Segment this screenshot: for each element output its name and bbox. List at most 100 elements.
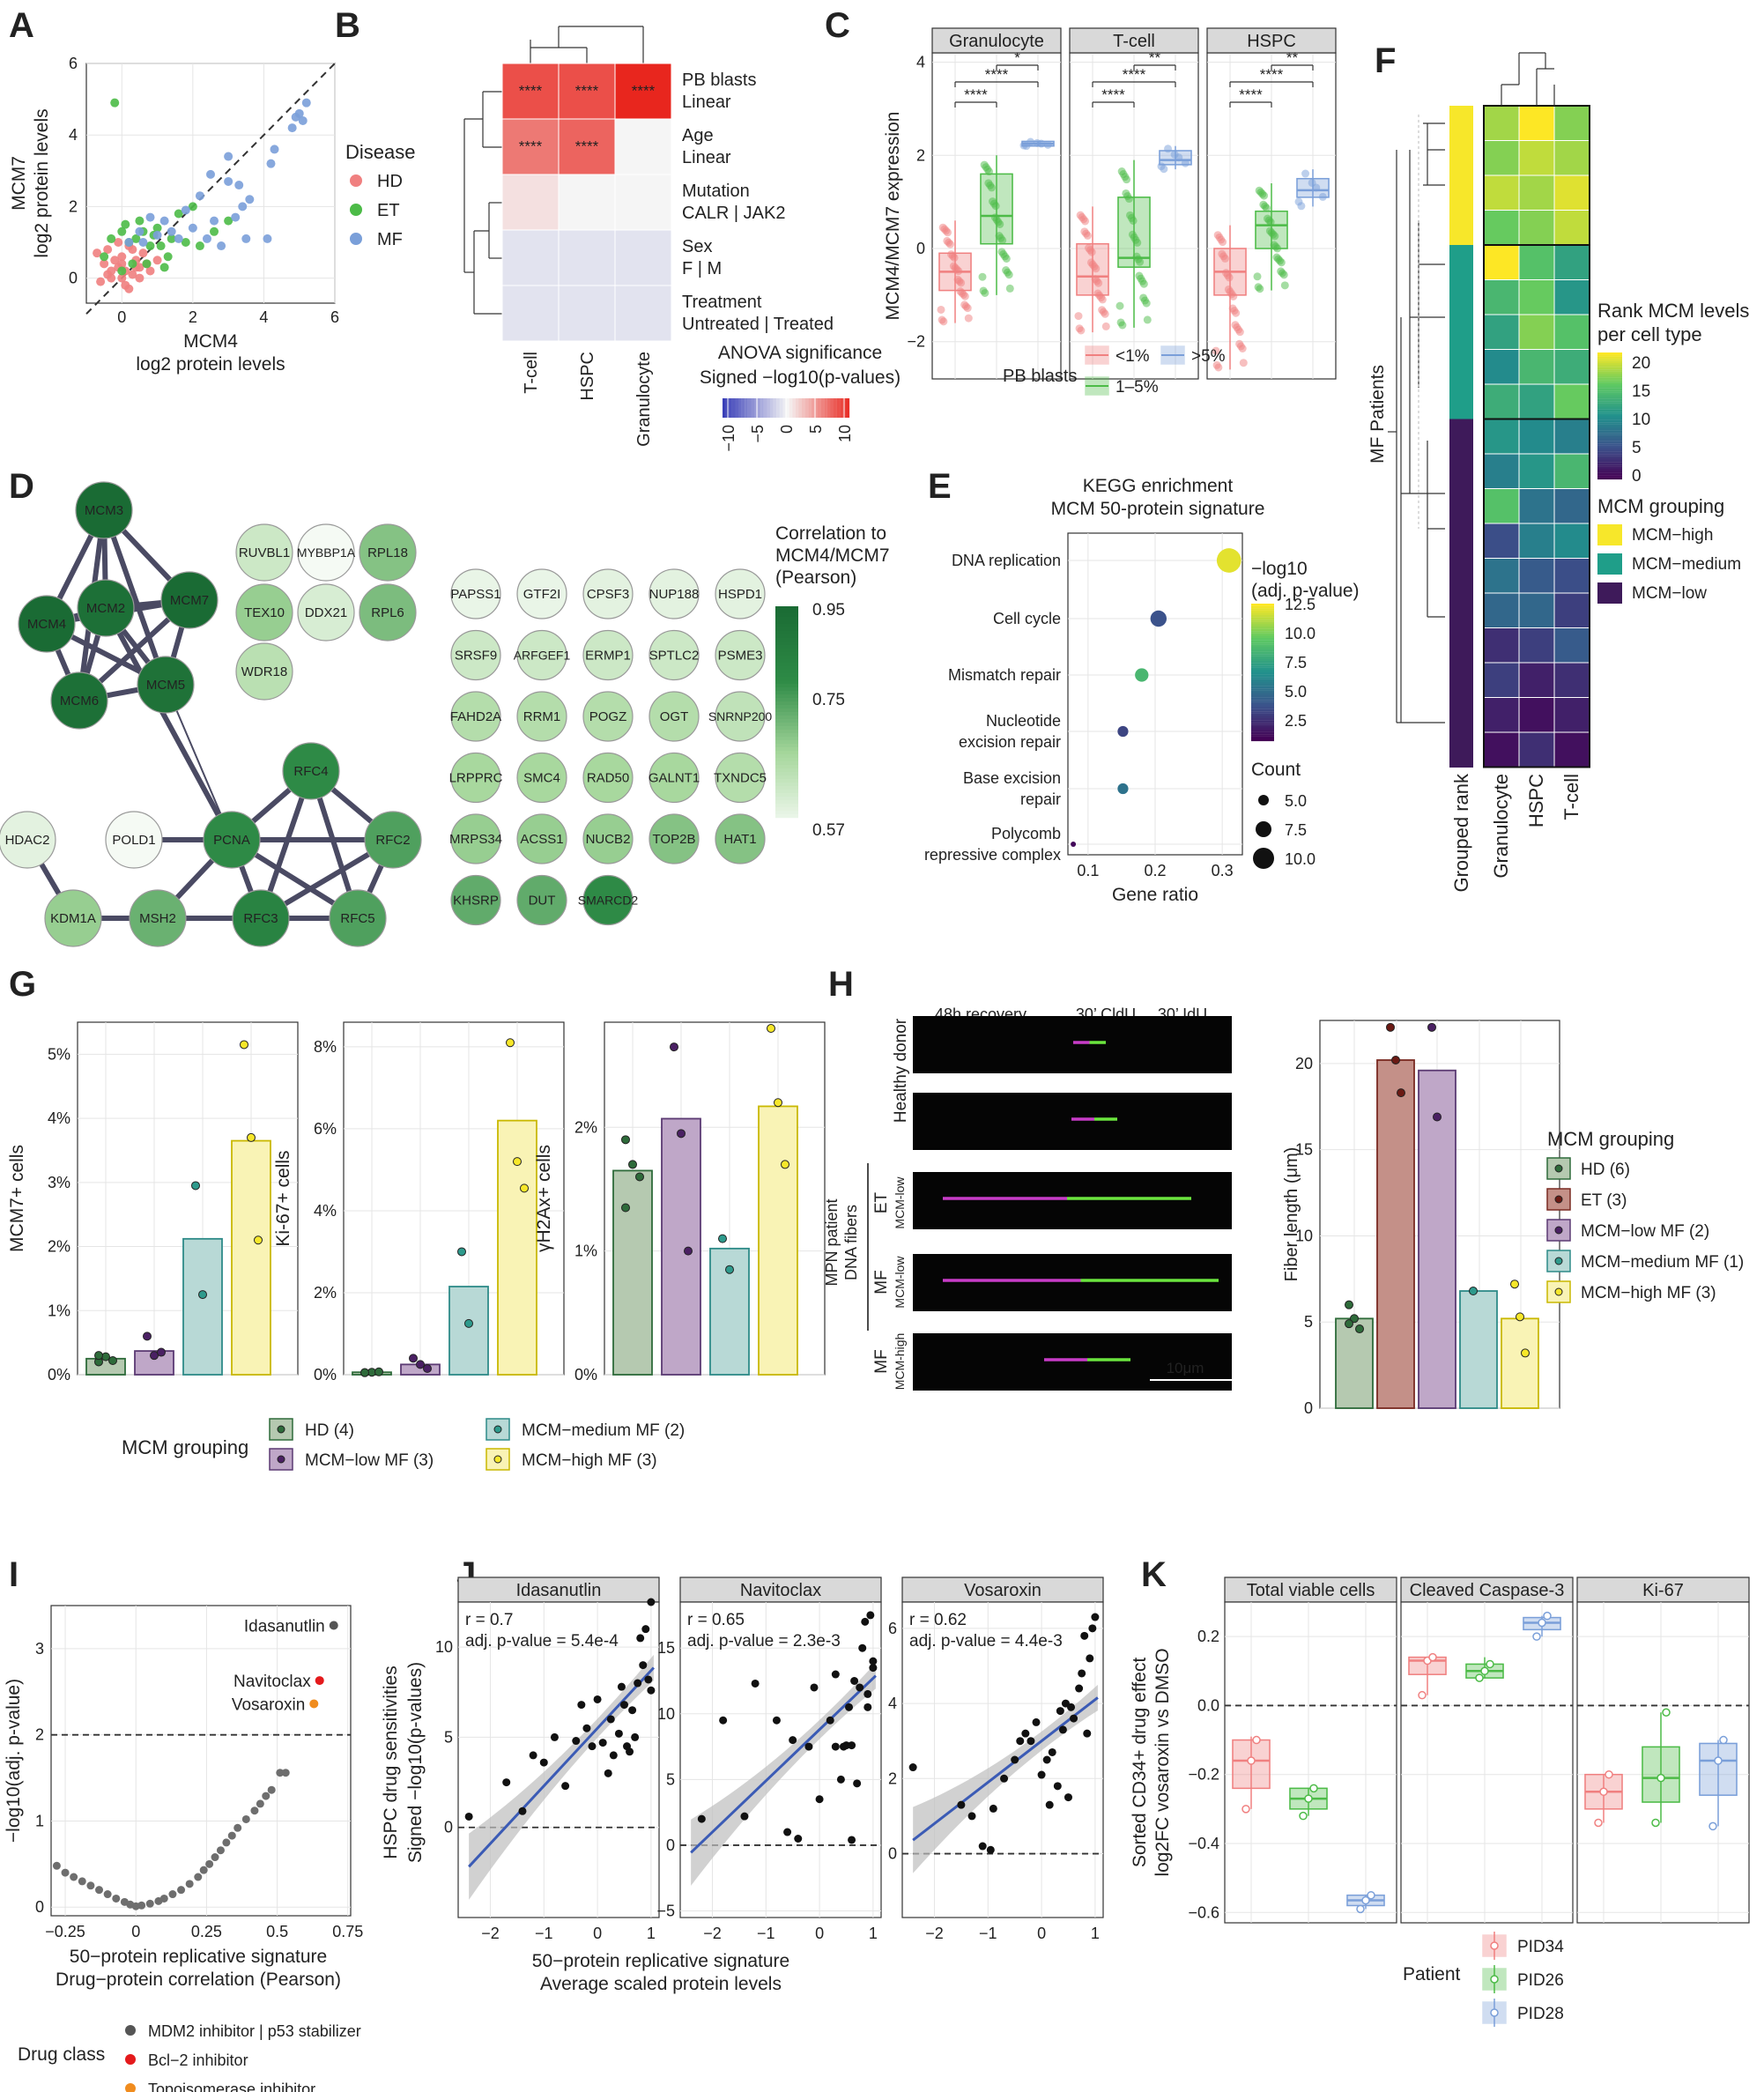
colorbar-segment xyxy=(1251,713,1274,716)
network-node-label: HDAC2 xyxy=(5,833,50,848)
chart-subtitle: MCM 50-protein signature xyxy=(1051,499,1265,519)
rank-heatmap-cell xyxy=(1483,697,1520,733)
scatter-point xyxy=(908,1763,917,1772)
bar-point xyxy=(1355,1324,1364,1334)
jitter-point xyxy=(1126,211,1135,219)
bar xyxy=(1376,1059,1415,1409)
network-node xyxy=(516,568,567,619)
jitter-point xyxy=(989,197,997,206)
y-tick-label: 15 xyxy=(1295,1141,1313,1159)
bar-point xyxy=(635,1172,644,1182)
colorbar-segment xyxy=(775,656,798,660)
colorbar-segment xyxy=(775,705,798,709)
network-node-label: OGT xyxy=(660,709,689,724)
bar-point xyxy=(150,1351,159,1361)
network-node-label: SNRNP200 xyxy=(708,709,773,723)
enrichment-dot xyxy=(1117,783,1129,795)
box-outline xyxy=(1076,242,1109,296)
x-tick-label: 0.2 xyxy=(1144,862,1166,879)
y-axis-title: Fiber length (μm) xyxy=(1282,1147,1301,1282)
box-point xyxy=(1714,1756,1723,1765)
scatter-point xyxy=(276,1769,285,1777)
colorbar-segment xyxy=(1597,374,1622,376)
x-axis-title: Gene ratio xyxy=(1112,885,1198,905)
colorbar-segment xyxy=(1597,456,1622,459)
y-tick-label: 2 xyxy=(35,1726,44,1744)
bar xyxy=(1459,1290,1498,1409)
network-node-label: KHSRP xyxy=(453,894,499,909)
rank-heatmap-cell xyxy=(1518,105,1555,141)
box-point xyxy=(1662,1708,1671,1717)
scatter-point-ET xyxy=(107,234,116,243)
colorbar-segment xyxy=(1251,615,1274,618)
colorbar-segment xyxy=(775,610,798,614)
network-node xyxy=(649,752,700,804)
scatter-point-MF xyxy=(202,234,211,243)
x-tick-label: 0.75 xyxy=(332,1923,363,1940)
legend-subtitle: Signed −log10(p-values) xyxy=(700,367,901,388)
colorbar-segment xyxy=(804,398,809,418)
colorbar-segment xyxy=(775,744,798,748)
colorbar-segment xyxy=(1597,380,1622,382)
legend-label: MCM−high xyxy=(1632,526,1713,545)
panel-letter-D: D xyxy=(9,467,34,506)
colorbar-tick-label: 0.95 xyxy=(812,601,845,619)
colorbar-segment xyxy=(1251,649,1274,652)
scatter-point-MF xyxy=(234,181,244,190)
bar-point xyxy=(1345,1300,1353,1309)
scatter-point-HD xyxy=(93,249,102,258)
heatmap-cell xyxy=(558,63,616,120)
colorbar-segment xyxy=(735,398,739,418)
rank-heatmap-cell xyxy=(1553,523,1590,559)
colorbar-segment xyxy=(1251,633,1274,636)
colorbar-segment xyxy=(1251,704,1274,708)
network-node xyxy=(450,568,501,619)
jitter-point xyxy=(1091,275,1100,284)
significance-label: ** xyxy=(1286,49,1299,66)
rank-heatmap-cell xyxy=(1518,174,1555,211)
box-point xyxy=(1356,1904,1365,1914)
colorbar-segment xyxy=(775,730,798,734)
rank-heatmap-cell xyxy=(1483,453,1520,489)
colorbar-segment xyxy=(1251,707,1274,709)
colorbar-segment xyxy=(1251,716,1274,719)
x-tick-label: 6 xyxy=(330,308,339,326)
legend-label: PID34 xyxy=(1517,1938,1564,1956)
colorbar-segment xyxy=(1597,407,1622,410)
colorbar-segment xyxy=(775,712,798,716)
network-node xyxy=(715,629,766,681)
row-sublabel: CALR | JAK2 xyxy=(682,204,785,223)
colorbar-segment xyxy=(1251,674,1274,678)
jitter-point xyxy=(1116,318,1125,327)
scatter-point xyxy=(1021,1729,1030,1738)
colorbar-segment xyxy=(836,398,841,418)
bar xyxy=(612,1169,653,1376)
rank-heatmap-cell xyxy=(1483,662,1520,698)
y-tick-label: 0 xyxy=(666,1836,675,1854)
scatter-point xyxy=(1075,1684,1084,1693)
box-point xyxy=(1599,1787,1608,1797)
facet-strip xyxy=(1069,27,1199,54)
legend-label: MCM−low MF (2) xyxy=(1581,1222,1709,1241)
network-node xyxy=(364,811,422,869)
highlighted-label: Navitoclax xyxy=(233,1673,311,1691)
scatter-point-ET xyxy=(142,259,152,269)
rank-heatmap-cell xyxy=(1483,523,1520,559)
network-node-label: SPTLC2 xyxy=(649,649,700,664)
colorbar-segment xyxy=(1251,667,1274,671)
scatter-point-MF xyxy=(294,108,304,118)
plot-panel xyxy=(50,1605,352,1917)
bar-point xyxy=(718,1234,727,1243)
scatter-point xyxy=(863,1689,872,1698)
jitter-point xyxy=(938,315,946,324)
rank-heatmap-cell xyxy=(1553,383,1590,419)
scatter-point-MF xyxy=(224,152,233,161)
legend-title: per cell type xyxy=(1597,323,1702,345)
network-node-label: GALNT1 xyxy=(649,771,700,786)
jitter-point xyxy=(1253,272,1262,281)
colorbar-segment xyxy=(745,398,748,418)
y-axis-subtitle: log2FC vosaroxin vs DMSO xyxy=(1153,1648,1173,1876)
legend-key xyxy=(1546,1280,1571,1303)
colorbar-segment xyxy=(775,783,798,787)
scatter-point xyxy=(1086,1654,1094,1663)
